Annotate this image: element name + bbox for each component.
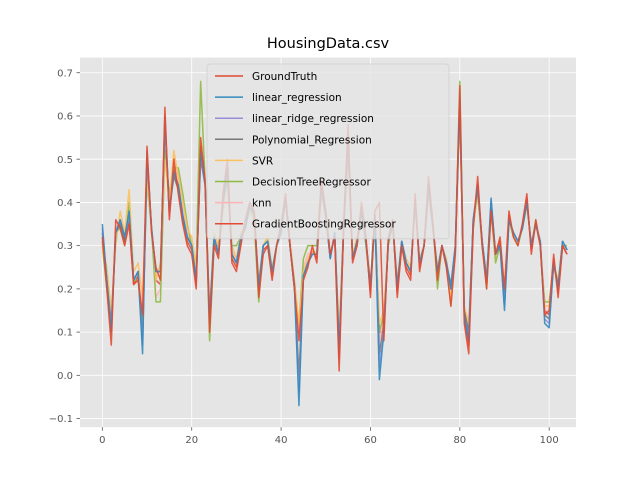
x-tick-label: 20 [185,435,198,446]
y-tick-label: 0.7 [57,68,73,79]
legend-label: GroundTruth [252,71,317,83]
legend-label: SVR [252,155,273,167]
y-tick-label: 0.3 [57,241,73,252]
y-tick-label: 0.5 [57,155,73,166]
legend-label: DecisionTreeRegressor [252,177,371,189]
x-tick-label: 80 [453,435,466,446]
x-tick-label: 60 [364,435,377,446]
legend-label: linear_regression [252,92,342,104]
y-tick-label: −0.1 [49,414,73,425]
legend-label: knn [252,198,271,210]
legend-label: GradientBoostingRegressor [252,219,396,231]
y-tick-label: 0.6 [57,112,73,123]
x-tick-label: 100 [540,435,559,446]
legend-box [206,63,450,240]
legend: GroundTruth linear_regression linear_ridge… [206,63,450,240]
x-tick-label: 40 [275,435,288,446]
x-axis: 0 20 40 60 80 100 [99,427,559,446]
y-tick-label: 0.4 [57,198,73,209]
y-tick-label: 0.0 [57,371,73,382]
y-tick-label: 0.2 [57,284,73,295]
y-tick-label: 0.1 [57,328,73,339]
y-axis: −0.1 0.0 0.1 0.2 0.3 0.4 0.5 0.6 0.7 [49,68,80,425]
chart-title: HousingData.csv [267,36,390,52]
legend-label: Polynomial_Regression [252,134,372,146]
x-tick-label: 0 [99,435,105,446]
legend-label: linear_ridge_regression [252,113,374,125]
